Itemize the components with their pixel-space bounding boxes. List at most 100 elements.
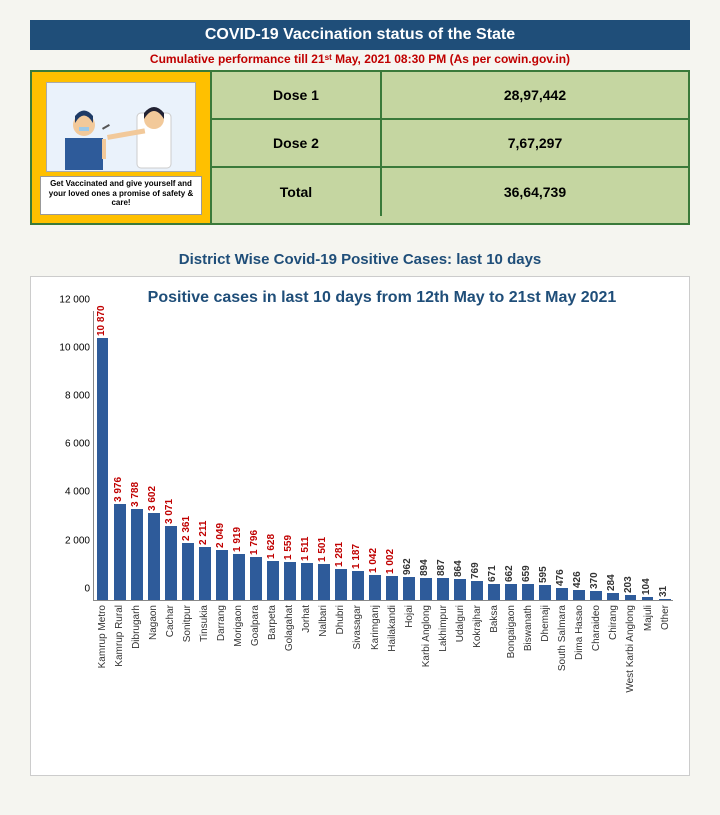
chart-x-label-slot: Kamrup Metro — [93, 601, 110, 741]
chart-x-label-slot: Baksa — [485, 601, 502, 741]
chart-bar-value: 426 — [572, 571, 583, 588]
chart-bar — [114, 504, 126, 600]
chart-bar — [625, 595, 637, 600]
chart-bar-slot: 864 — [452, 311, 469, 600]
chart-bar-slot: 671 — [486, 311, 503, 600]
chart-bar-slot: 894 — [418, 311, 435, 600]
chart-bar — [267, 561, 279, 600]
chart-bar-slot: 1 511 — [298, 311, 315, 600]
chart-x-label-slot: Hojai — [400, 601, 417, 741]
chart-x-label: Barpeta — [267, 605, 278, 640]
chart-bar-value: 3 602 — [147, 486, 158, 511]
chart-bar-value: 3 071 — [164, 499, 175, 524]
chart-bar — [454, 579, 466, 600]
chart-bar — [335, 569, 347, 600]
chart-bar-slot: 3 788 — [128, 311, 145, 600]
chart-bar — [522, 584, 534, 600]
chart-x-label-slot: Biswanath — [520, 601, 537, 741]
chart-x-label-slot: Lakhimpur — [434, 601, 451, 741]
chart-x-label: Cachar — [165, 605, 176, 637]
chart-bar-slot: 1 628 — [264, 311, 281, 600]
chart-x-label: Dibrugarh — [131, 605, 142, 649]
chart-bar — [437, 578, 449, 599]
chart-x-label: Kamrup Metro — [97, 605, 108, 668]
vaccination-row-dose1: Dose 1 28,97,442 — [212, 72, 688, 120]
chart-x-label: Karimganj — [370, 605, 381, 650]
chart-x-label-slot: Udalguri — [451, 601, 468, 741]
chart-plot-area: 10 8703 9763 7883 6023 0712 3612 2112 04… — [93, 311, 673, 601]
chart-x-label: Nalbari — [318, 605, 329, 637]
chart-bar — [182, 543, 194, 600]
chart-bar-slot: 2 361 — [179, 311, 196, 600]
chart-bar-slot: 476 — [554, 311, 571, 600]
chart-bar-slot: 1 281 — [332, 311, 349, 600]
chart-bar-value: 284 — [606, 574, 617, 591]
chart-bar — [250, 557, 262, 600]
chart-bar — [284, 562, 296, 600]
chart-bar-value: 370 — [589, 572, 600, 589]
chart-x-axis: Kamrup Metro Kamrup Rural Dibrugarh Nagaon C… — [93, 601, 673, 741]
chart-bar — [403, 577, 415, 600]
chart-bar-value: 659 — [521, 565, 532, 582]
chart-ytick: 10 000 — [46, 342, 90, 353]
chart-x-label-slot: Nalbari — [315, 601, 332, 741]
chart-x-label-slot: Karbi Anglong — [417, 601, 434, 741]
vaccination-subtitle: Cumulative performance till 21ˢᵗ May, 20… — [30, 52, 690, 66]
chart-bar — [590, 591, 602, 600]
chart-ytick: 2 000 — [46, 535, 90, 546]
chart-x-label: Majuli — [643, 605, 654, 631]
chart-bar-value: 662 — [504, 565, 515, 582]
chart-x-label-slot: Nagaon — [144, 601, 161, 741]
chart-bar-slot: 595 — [537, 311, 554, 600]
chart-ytick: 12 000 — [46, 294, 90, 305]
chart-bar — [301, 563, 313, 599]
chart-bars: 10 8703 9763 7883 6023 0712 3612 2112 04… — [94, 311, 673, 600]
chart-x-label-slot: Sonitpur — [178, 601, 195, 741]
chart-x-label-slot: South Salmara — [554, 601, 571, 741]
chart-x-label-slot: Cachar — [161, 601, 178, 741]
chart-bar — [420, 578, 432, 600]
chart-bar-value: 1 002 — [385, 549, 396, 574]
chart-x-label-slot: Tinsukia — [195, 601, 212, 741]
vaccination-illustration-cell: Get Vaccinated and give yourself and you… — [32, 72, 212, 223]
vaccination-caption: Get Vaccinated and give yourself and you… — [40, 176, 202, 215]
chart-bar — [318, 564, 330, 600]
chart-bar-slot: 769 — [469, 311, 486, 600]
chart-bar-value: 3 788 — [130, 482, 141, 507]
chart-bar-slot: 31 — [656, 311, 673, 600]
chart-x-label-slot: Charaideo — [588, 601, 605, 741]
chart-x-label: Other — [660, 605, 671, 630]
chart-x-label-slot: Sivasagar — [349, 601, 366, 741]
chart-x-label-slot: Darrang — [212, 601, 229, 741]
chart-bar-slot: 3 976 — [111, 311, 128, 600]
chart-section: District Wise Covid-19 Positive Cases: l… — [30, 251, 690, 776]
chart-x-label: Baksa — [489, 605, 500, 633]
chart-x-label-slot: Jorhat — [298, 601, 315, 741]
chart-x-label: Dima Hasao — [574, 605, 585, 660]
vaccination-row-dose2: Dose 2 7,67,297 — [212, 120, 688, 168]
chart-bar — [539, 585, 551, 599]
chart-ytick: 4 000 — [46, 487, 90, 498]
chart-x-label: Charaideo — [591, 605, 602, 651]
chart-x-label-slot: West Karbi Anglong — [622, 601, 639, 741]
chart-x-label-slot: Karimganj — [366, 601, 383, 741]
chart-bar-slot: 662 — [503, 311, 520, 600]
chart-bar — [488, 584, 500, 600]
chart-bar-value: 476 — [555, 570, 566, 587]
chart-ytick: 8 000 — [46, 391, 90, 402]
chart-x-label-slot: Dhemaji — [537, 601, 554, 741]
chart-bar-value: 1 559 — [283, 535, 294, 560]
chart-x-label: Nagaon — [148, 605, 159, 640]
chart-x-label: Tinsukia — [199, 605, 210, 642]
chart-bar-value: 2 049 — [215, 523, 226, 548]
chart-bar — [148, 513, 160, 600]
chart-bar — [352, 571, 364, 600]
chart-x-label-slot: Morigaon — [230, 601, 247, 741]
chart-bar — [233, 554, 245, 600]
chart-x-label: Kamrup Rural — [114, 605, 125, 667]
chart-bar-slot: 659 — [520, 311, 537, 600]
chart-bar-slot: 104 — [639, 311, 656, 600]
chart-x-label-slot: Kamrup Rural — [110, 601, 127, 741]
chart-x-label-slot: Barpeta — [264, 601, 281, 741]
chart-x-label-slot: Bongaigaon — [503, 601, 520, 741]
